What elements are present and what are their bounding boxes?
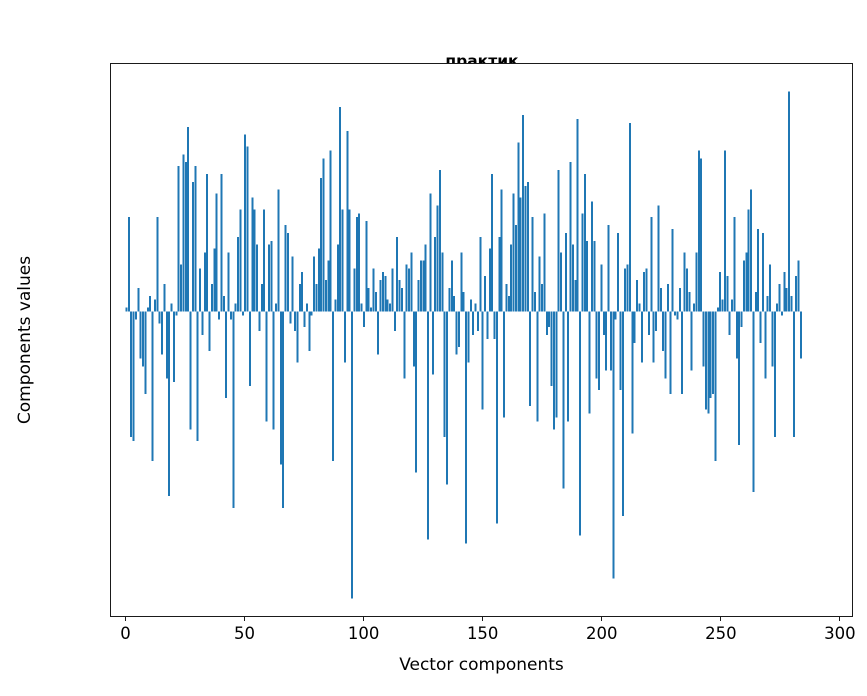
bar-series: [125, 91, 802, 599]
x-tick-mark: [363, 617, 365, 622]
x-tick-mark: [839, 617, 841, 622]
y-axis-label: Components values: [15, 255, 35, 425]
x-tick-label: 50: [234, 624, 256, 643]
x-tick-label: 250: [705, 624, 737, 643]
x-tick-label: 100: [347, 624, 380, 643]
x-tick-label: 0: [120, 624, 131, 643]
x-axis-label: Vector components: [399, 655, 564, 675]
x-tick-mark: [482, 617, 484, 622]
x-tick-mark: [601, 617, 603, 622]
x-tick-mark: [720, 617, 722, 622]
x-axis-ticks: 0 50 100 150 200 250 300: [110, 617, 856, 657]
x-tick-mark: [124, 617, 127, 622]
plot-axes: [110, 63, 853, 617]
x-tick-label: 150: [466, 624, 499, 643]
x-tick-mark: [243, 617, 246, 622]
x-tick-label: 200: [586, 624, 618, 643]
x-tick-label: 300: [824, 624, 856, 643]
